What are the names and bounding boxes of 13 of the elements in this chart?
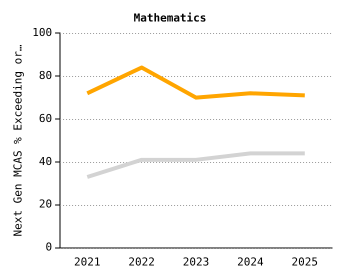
y-tick-label: 40 <box>38 154 52 168</box>
y-tick-label: 60 <box>38 112 52 125</box>
x-tick-label: 2023 <box>182 255 210 268</box>
y-tick-label: 0 <box>45 240 52 254</box>
x-tick-label: 2024 <box>237 255 264 268</box>
y-tick-label: 80 <box>38 68 52 82</box>
chart-title: Mathematics <box>134 11 206 24</box>
y-axis-title: Next Gen MCAS % Exceeding or… <box>11 44 24 237</box>
x-tick-label: 2025 <box>292 255 318 268</box>
x-tick-label: 2021 <box>74 255 101 268</box>
y-tick-label: 100 <box>32 26 52 40</box>
x-tick-label: 2022 <box>128 255 155 268</box>
y-tick-label: 20 <box>38 198 52 211</box>
